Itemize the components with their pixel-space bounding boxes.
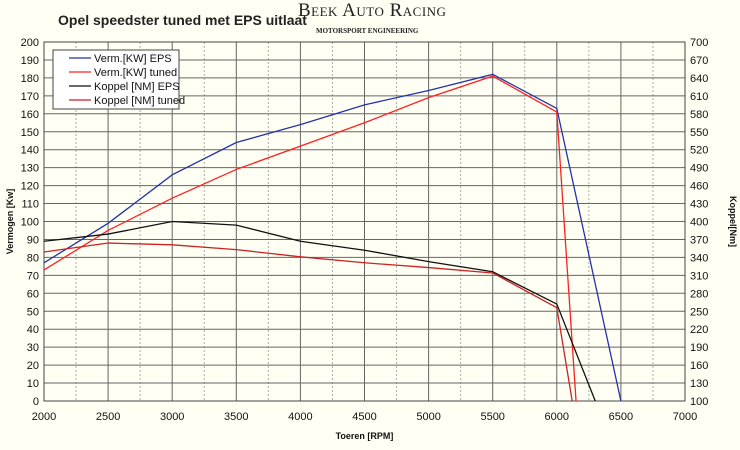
y-tick-label: 150	[21, 127, 39, 139]
y2-tick-label: 610	[690, 91, 708, 103]
y-tick-label: 20	[27, 360, 39, 372]
chart-title: Opel speedster tuned met EPS uitlaat	[58, 12, 307, 28]
y-tick-label: 0	[33, 396, 39, 408]
y2-tick-label: 190	[690, 342, 708, 354]
y-tick-label: 60	[27, 288, 39, 300]
y-tick-label: 50	[27, 306, 39, 318]
y2-tick-label: 490	[690, 163, 708, 175]
y-tick-label: 170	[21, 91, 39, 103]
series-line-1	[43, 75, 577, 402]
y2-tick-label: 550	[690, 127, 708, 139]
y-tick-label: 200	[21, 37, 39, 49]
y2-tick-label: 160	[690, 360, 708, 372]
y2-tick-label: 100	[690, 396, 708, 408]
y-tick-label: 30	[27, 342, 39, 354]
y2-tick-label: 580	[690, 109, 708, 121]
x-axis-label: Toeren [RPM]	[336, 431, 394, 441]
x-tick-label: 7000	[673, 411, 697, 423]
x-tick-label: 2500	[96, 411, 120, 423]
y-tick-label: 110	[21, 199, 39, 211]
y-tick-label: 190	[21, 55, 39, 67]
y-axis-label: Vermogen [Kw]	[5, 189, 15, 255]
y-tick-label: 120	[21, 181, 39, 193]
y-tick-label: 160	[21, 109, 39, 121]
y-tick-label: 130	[21, 163, 39, 175]
series-line-2	[43, 220, 596, 402]
y2-tick-label: 310	[690, 270, 708, 282]
y2-tick-label: 220	[690, 324, 708, 336]
y-tick-label: 90	[27, 234, 39, 246]
y2-tick-label: 520	[690, 145, 708, 157]
legend-label: Verm.[KW] tuned	[94, 67, 177, 79]
y2-axis-label: Koppel[Nm]	[728, 196, 738, 247]
y2-tick-label: 640	[690, 73, 708, 85]
y2-tick-label: 340	[690, 252, 708, 264]
y-tick-label: 10	[27, 378, 39, 390]
x-tick-label: 5500	[480, 411, 504, 423]
y2-tick-label: 400	[690, 217, 708, 229]
y-tick-label: 180	[21, 73, 39, 85]
y2-tick-label: 280	[690, 288, 708, 300]
y-tick-label: 40	[27, 324, 39, 336]
y2-tick-label: 370	[690, 234, 708, 246]
series-line-3	[43, 242, 573, 402]
y2-tick-label: 460	[690, 181, 708, 193]
x-tick-label: 3500	[224, 411, 248, 423]
legend-label: Verm.[KW] EPS	[94, 53, 172, 65]
logo: Beek Auto Racing	[298, 0, 447, 21]
series-line-0	[43, 73, 622, 402]
legend	[52, 49, 180, 110]
y-tick-label: 140	[21, 145, 39, 157]
y2-tick-label: 250	[690, 306, 708, 318]
x-tick-label: 3000	[160, 411, 184, 423]
x-tick-label: 5000	[416, 411, 440, 423]
y2-tick-label: 430	[690, 199, 708, 211]
x-tick-label: 4500	[352, 411, 376, 423]
x-tick-label: 2000	[32, 411, 56, 423]
y2-tick-label: 670	[690, 55, 708, 67]
x-tick-label: 4000	[288, 411, 312, 423]
legend-label: Koppel [NM] EPS	[94, 81, 180, 93]
plot-area	[43, 41, 686, 402]
x-tick-label: 6500	[609, 411, 633, 423]
x-tick-label: 6000	[545, 411, 569, 423]
y2-tick-label: 130	[690, 378, 708, 390]
y-tick-label: 100	[21, 217, 39, 229]
y2-tick-label: 700	[690, 37, 708, 49]
y-tick-label: 80	[27, 252, 39, 264]
legend-label: Koppel [NM] tuned	[94, 95, 185, 107]
y-tick-label: 70	[27, 270, 39, 282]
logo-tagline: MOTORSPORT ENGINEERING	[316, 27, 419, 35]
